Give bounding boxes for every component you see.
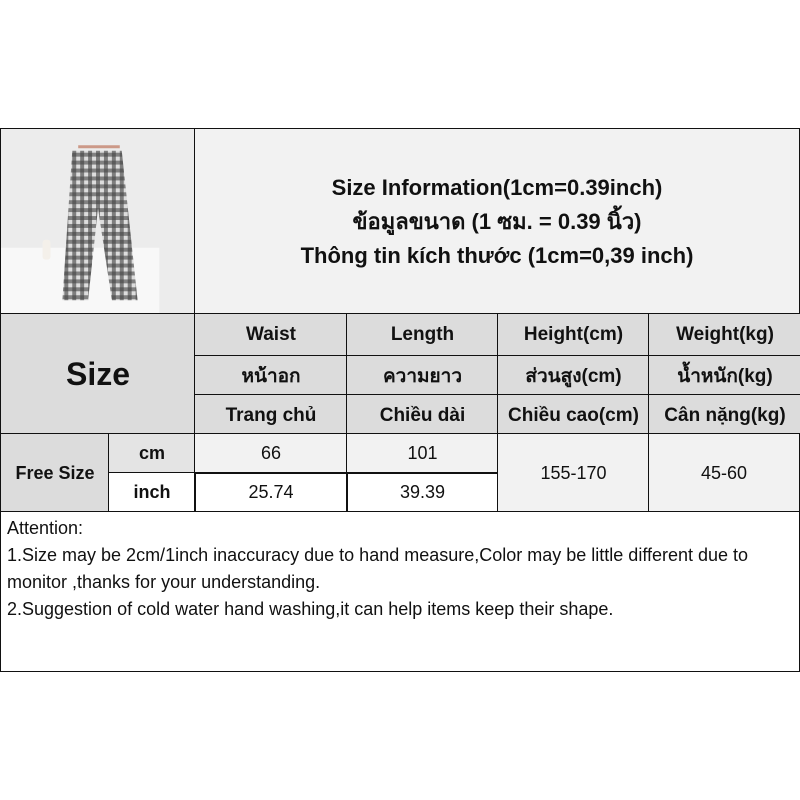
column-header-th: ความยาว	[346, 355, 499, 396]
size-info-title: Size Information(1cm=0.39inch) ข้อมูลขนา…	[194, 128, 800, 315]
column-header-vi: Chiều dài	[346, 394, 499, 437]
length-cm-value: 101	[346, 433, 499, 474]
attention-heading: Attention:	[7, 518, 84, 538]
unit-inch-label: inch	[108, 472, 196, 513]
product-image	[0, 128, 196, 315]
height-range-value: 155-170	[497, 433, 650, 513]
column-header-vi: Trang chủ	[194, 394, 348, 437]
title-en: Size Information(1cm=0.39inch)	[331, 174, 663, 200]
column-header-th: ส่วนสูง(cm)	[497, 355, 650, 396]
column-header-vi: Chiều cao(cm)	[497, 394, 650, 437]
column-header-en: Waist	[194, 313, 348, 357]
title-th: ข้อมูลขนาด (1 ซม. = 0.39 นิ้ว)	[352, 208, 642, 234]
plaid-pants-image	[1, 129, 195, 314]
attention-note-1: 1.Size may be 2cm/1inch inaccuracy due t…	[7, 545, 749, 592]
column-header-en: Length	[346, 313, 499, 357]
size-header: Size	[0, 313, 196, 435]
free-size-label: Free Size	[0, 433, 110, 513]
waist-cm-value: 66	[194, 433, 348, 474]
attention-notes: Attention: 1.Size may be 2cm/1inch inacc…	[0, 511, 800, 672]
column-header-vi: Cân nặng(kg)	[648, 394, 800, 437]
unit-cm-label: cm	[108, 433, 196, 474]
title-vi: Thông tin kích thước (1cm=0,39 inch)	[300, 242, 694, 268]
column-header-en: Weight(kg)	[648, 313, 800, 357]
length-inch-value: 39.39	[346, 472, 499, 513]
weight-range-value: 45-60	[648, 433, 800, 513]
column-header-th: น้ำหนัก(kg)	[648, 355, 800, 396]
column-header-en: Height(cm)	[497, 313, 650, 357]
column-header-th: หน้าอก	[194, 355, 348, 396]
waist-inch-value: 25.74	[194, 472, 348, 513]
attention-note-2: 2.Suggestion of cold water hand washing,…	[7, 599, 614, 619]
